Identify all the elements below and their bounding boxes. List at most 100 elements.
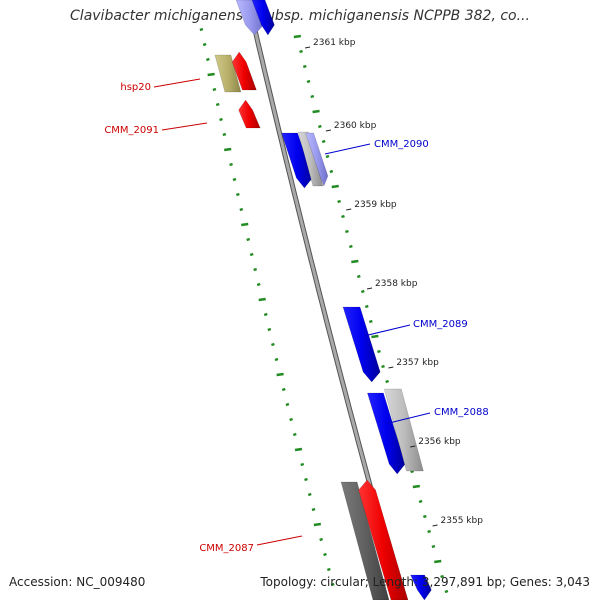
accession-text: Accession: NC_009480 [9, 575, 146, 589]
map-title: Clavibacter michiganensis subsp. michiga… [70, 8, 530, 24]
gc-dot [207, 72, 215, 77]
gene-cmm2089-blue[interactable] [342, 306, 381, 383]
kbp-tick [388, 366, 394, 369]
kbp-tick-label: 2360 kbp [334, 121, 377, 131]
gc-dot [325, 154, 330, 159]
gc-dot [271, 342, 275, 347]
gene-cmm2088-grey[interactable] [383, 388, 424, 472]
gc-dot [427, 529, 432, 534]
hsp20-leader [153, 78, 201, 88]
gc-dot [281, 387, 286, 392]
gc-dot [329, 169, 334, 174]
kbp-tick-label: 2359 kbp [354, 200, 397, 210]
kbp-tick-label: 2357 kbp [396, 358, 439, 368]
gc-dot [253, 267, 258, 272]
cmm-2088-leader [384, 412, 431, 425]
gene-cmm2088-blue[interactable] [367, 392, 406, 475]
gc-dot [345, 229, 349, 234]
kbp-ticks: 2361 kbp 2360 kbp 2359 kbp 2358 kbp 2357 kbp… [304, 38, 483, 527]
gc-dot [299, 49, 303, 54]
gc-dot [256, 282, 261, 287]
gene-cmm2090-grey[interactable] [297, 131, 324, 187]
gc-dot [239, 207, 244, 212]
gene-cmm2090-blue[interactable] [281, 132, 313, 189]
gene-label-cmm-2088[interactable]: CMM_2088 [434, 407, 489, 418]
gc-dot [377, 349, 381, 354]
gc-dot [431, 544, 436, 549]
gene-hsp20-red[interactable] [231, 51, 257, 91]
kbp-tick [325, 129, 331, 132]
gc-dot [202, 42, 207, 47]
gene-cmm2087-red[interactable] [358, 479, 409, 600]
gc-dot [235, 192, 240, 197]
gene-bottom-blue[interactable] [410, 574, 432, 600]
gc-content-track [199, 27, 449, 594]
gc-dot [199, 27, 204, 32]
gc-dot [312, 109, 320, 114]
cmm-2090-leader [324, 143, 371, 155]
gene-label-cmm-2089[interactable]: CMM_2089 [413, 319, 468, 330]
gene-label-cmm-2087[interactable]: CMM_2087 [199, 543, 254, 554]
gc-dot [434, 559, 442, 564]
kbp-tick-label: 2361 kbp [313, 38, 356, 48]
gc-dot [212, 87, 217, 92]
kbp-tick [346, 208, 352, 211]
kbp-tick [410, 445, 416, 448]
gc-dot [412, 484, 421, 489]
gc-dot [246, 237, 251, 242]
gc-dot [356, 274, 361, 279]
gc-dot [371, 334, 379, 339]
gc-dot [418, 499, 423, 504]
gc-dot [274, 357, 279, 362]
gc-dot [285, 402, 290, 407]
gc-dot [292, 432, 297, 437]
gene-top-blue[interactable] [251, 0, 275, 36]
gc-dot [422, 514, 427, 519]
kbp-tick [366, 287, 373, 290]
gc-dot [276, 372, 284, 377]
gc-dot [410, 469, 415, 474]
gene-label-hsp20[interactable]: hsp20 [120, 82, 151, 93]
gc-dot [323, 552, 327, 557]
gc-dot [360, 289, 365, 294]
genome-summary-text: Topology: circular; Length: 3,297,891 bp… [260, 575, 590, 589]
gc-dot [311, 507, 316, 512]
gc-dot [326, 567, 331, 572]
gc-dot [385, 379, 390, 384]
gene-label-group: hsp20 CMM_2091 CMM_2090 CMM_2089 CMM_208… [104, 78, 489, 554]
gc-dot [310, 94, 315, 99]
gc-dot [300, 462, 305, 467]
gc-dot [293, 34, 302, 39]
kbp-tick-label: 2358 kbp [375, 279, 418, 289]
gc-dot [302, 64, 307, 69]
gc-dot [368, 319, 373, 324]
gc-dot [321, 139, 326, 144]
gc-dot [444, 589, 449, 594]
gc-dot [267, 327, 272, 332]
gc-dot [258, 297, 266, 302]
gene-label-cmm-2090[interactable]: CMM_2090 [374, 139, 429, 150]
kbp-tick-label: 2356 kbp [418, 437, 461, 447]
gc-dot [348, 244, 353, 249]
kbp-tick [432, 524, 438, 527]
gc-dot [232, 177, 237, 182]
gc-dot [263, 312, 268, 317]
gc-dot [289, 417, 293, 422]
gene-cmm2090-lav[interactable] [305, 132, 329, 187]
gene-cmm2091-red[interactable] [238, 99, 261, 129]
gc-dot [249, 252, 254, 257]
gc-dot [304, 477, 308, 482]
gc-dot [229, 162, 233, 167]
gene-cmm2087-dark[interactable] [340, 481, 390, 600]
cmm-2087-leader [256, 535, 303, 546]
gc-dot [330, 582, 335, 587]
gc-dot [241, 222, 249, 227]
gene-hsp20-olive[interactable] [214, 54, 242, 93]
gc-dot [341, 214, 345, 219]
gc-dot [440, 574, 444, 579]
gene-label-cmm-2091[interactable]: CMM_2091 [104, 125, 159, 136]
gc-dot [222, 132, 227, 137]
gc-dot [337, 199, 341, 204]
gc-dot [307, 492, 312, 497]
